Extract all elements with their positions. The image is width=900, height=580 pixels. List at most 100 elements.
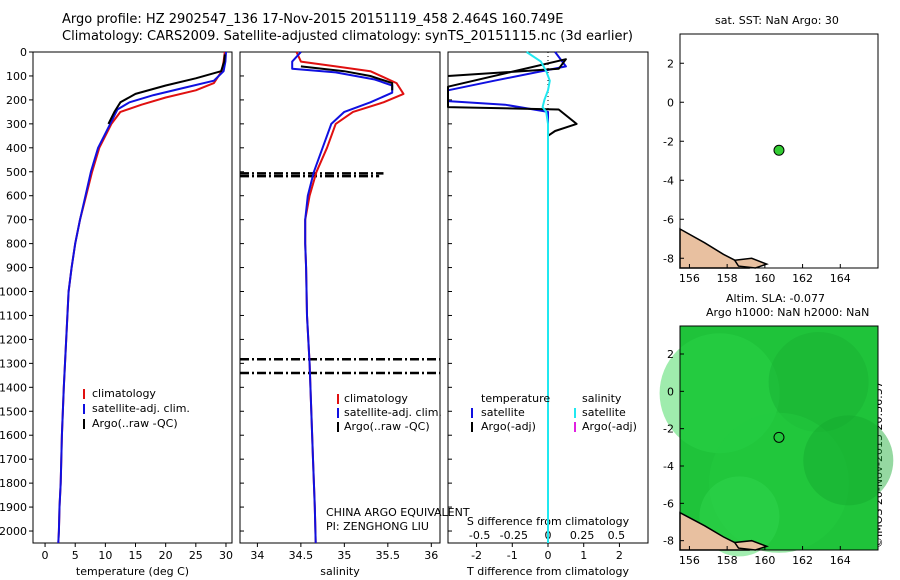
sla-anomaly-patch bbox=[768, 332, 869, 432]
title-line-2: Climatology: CARS2009. Satellite-adjuste… bbox=[62, 29, 633, 44]
salinity-x-tick-label: 35.5 bbox=[376, 549, 401, 562]
temperature-x-tick-label: 15 bbox=[129, 549, 143, 562]
map-y-tick-label: -4 bbox=[663, 460, 674, 473]
depth-tick-label: 0 bbox=[20, 46, 27, 59]
map-x-tick-label: 156 bbox=[679, 554, 700, 567]
map-y-tick-label: -2 bbox=[663, 135, 674, 148]
map-y-tick-label: -2 bbox=[663, 423, 674, 436]
legend-entry: climatology bbox=[92, 387, 156, 400]
depth-tick-label: 700 bbox=[6, 214, 27, 227]
depth-tick-label: 1700 bbox=[0, 453, 27, 466]
sst-map-title: sat. SST: NaN Argo: 30 bbox=[715, 14, 839, 27]
depth-tick-label: 2000 bbox=[0, 525, 27, 538]
map-x-tick-label: 160 bbox=[754, 554, 775, 567]
salinity-panel-frame bbox=[239, 51, 441, 544]
map-y-tick-label: -6 bbox=[663, 213, 674, 226]
salinity-x-tick-label: 35 bbox=[337, 549, 351, 562]
legend-entry: satellite bbox=[481, 406, 525, 419]
tdiff-x-tick-label: 0 bbox=[545, 549, 552, 562]
temperature-x-tick-label: 0 bbox=[42, 549, 49, 562]
title-line-1: Argo profile: HZ 2902547_136 17-Nov-2015… bbox=[62, 12, 564, 27]
salinity-x-tick-label: 34.5 bbox=[289, 549, 314, 562]
depth-tick-label: 100 bbox=[6, 70, 27, 83]
legend-title: temperature bbox=[481, 392, 550, 405]
series-line-temperature-profile-2 bbox=[107, 54, 226, 125]
legend-entry: satellite-adj. clim. bbox=[92, 402, 190, 415]
series-line-difference-profile-2 bbox=[526, 51, 551, 543]
depth-tick-label: 1600 bbox=[0, 429, 27, 442]
depth-tick-label: 1400 bbox=[0, 381, 27, 394]
map-x-tick-label: 164 bbox=[830, 554, 851, 567]
series-line-salinity-profile-1 bbox=[291, 51, 394, 544]
depth-tick-label: 1100 bbox=[0, 309, 27, 322]
sla-anomaly-patch bbox=[709, 412, 849, 553]
map-x-tick-label: 162 bbox=[792, 272, 813, 285]
sla-map-subtitle: Argo h1000: NaN h2000: NaN bbox=[706, 306, 870, 319]
map-x-tick-label: 158 bbox=[717, 272, 738, 285]
tdiff-axis-label: T difference from climatology bbox=[466, 565, 629, 578]
salinity-x-tick-label: 34 bbox=[250, 549, 264, 562]
depth-tick-label: 900 bbox=[6, 262, 27, 275]
coastline-island bbox=[733, 539, 769, 551]
series-line-difference-profile-1 bbox=[447, 58, 578, 148]
legend-entry: Argo(..raw -QC) bbox=[344, 420, 430, 433]
temperature-panel-frame bbox=[32, 51, 233, 544]
temperature-x-tick-label: 25 bbox=[189, 549, 203, 562]
map-y-tick-label: -8 bbox=[663, 252, 674, 265]
sdiff-tick-label: 0.25 bbox=[570, 529, 595, 542]
coastline-island bbox=[733, 257, 769, 269]
legend-entry: satellite-adj. clim. bbox=[344, 406, 442, 419]
legend-entry: Argo(-adj) bbox=[582, 420, 637, 433]
salinity-x-tick-label: 36 bbox=[424, 549, 438, 562]
depth-tick-label: 1000 bbox=[0, 286, 27, 299]
tdiff-x-tick-label: 2 bbox=[616, 549, 623, 562]
depth-tick-label: 1500 bbox=[0, 405, 27, 418]
argo-location-marker bbox=[773, 431, 785, 443]
map-y-tick-label: 0 bbox=[667, 385, 674, 398]
temperature-x-tick-label: 30 bbox=[219, 549, 233, 562]
depth-tick-label: 1300 bbox=[0, 357, 27, 370]
sla-background bbox=[680, 326, 878, 550]
temperature-x-tick-label: 5 bbox=[72, 549, 79, 562]
temperature-x-tick-label: 10 bbox=[98, 549, 112, 562]
map-frame-2 bbox=[679, 325, 879, 551]
depth-tick-label: 1800 bbox=[0, 477, 27, 490]
sdiff-tick-label: 0.5 bbox=[608, 529, 626, 542]
map-frame-1 bbox=[679, 33, 879, 269]
map-y-tick-label: 2 bbox=[667, 348, 674, 361]
legend-entry: satellite bbox=[582, 406, 626, 419]
map-y-tick-label: 0 bbox=[667, 96, 674, 109]
series-line-temperature-profile-0 bbox=[57, 51, 226, 544]
depth-tick-label: 800 bbox=[6, 238, 27, 251]
legend-title: salinity bbox=[582, 392, 622, 405]
salinity-annotation: PI: ZENGHONG LIU bbox=[326, 520, 429, 533]
map-x-tick-label: 164 bbox=[830, 272, 851, 285]
map-x-tick-label: 158 bbox=[717, 554, 738, 567]
map-x-tick-label: 160 bbox=[754, 272, 775, 285]
temperature-axis-label: temperature (deg C) bbox=[76, 565, 189, 578]
depth-tick-label: 400 bbox=[6, 142, 27, 155]
legend-entry: climatology bbox=[344, 392, 408, 405]
salinity-annotation: CHINA ARGO EQUIVALENT bbox=[326, 506, 470, 519]
depth-tick-label: 1900 bbox=[0, 501, 27, 514]
tdiff-x-tick-label: -1 bbox=[507, 549, 518, 562]
map-y-tick-label: -8 bbox=[663, 535, 674, 548]
legend-entry: Argo(-adj) bbox=[481, 420, 536, 433]
map-y-tick-label: -4 bbox=[663, 174, 674, 187]
map-y-tick-label: -6 bbox=[663, 497, 674, 510]
salinity-axis-label: salinity bbox=[320, 565, 360, 578]
map-y-tick-label: 2 bbox=[667, 57, 674, 70]
sla-anomaly-patch bbox=[803, 415, 894, 506]
depth-tick-label: 300 bbox=[6, 118, 27, 131]
map-x-tick-label: 156 bbox=[679, 272, 700, 285]
series-line-salinity-profile-2 bbox=[300, 65, 394, 91]
sla-field bbox=[659, 326, 894, 557]
sla-map-title: Altim. SLA: -0.077 bbox=[726, 292, 826, 305]
sla-anomaly-patch bbox=[659, 333, 780, 454]
temperature-x-tick-label: 20 bbox=[159, 549, 173, 562]
series-line-temperature-profile-1 bbox=[57, 51, 227, 544]
depth-tick-label: 500 bbox=[6, 166, 27, 179]
depth-tick-label: 200 bbox=[6, 94, 27, 107]
argo-location-marker bbox=[773, 144, 785, 156]
